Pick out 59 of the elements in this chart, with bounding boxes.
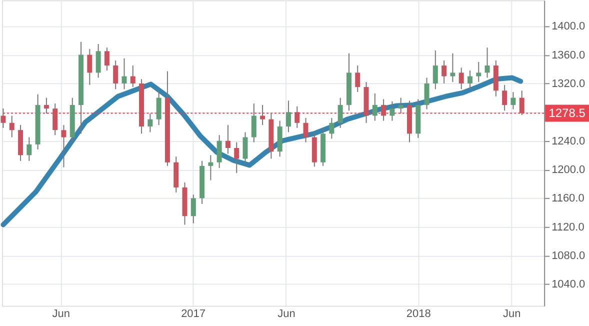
candlestick [251,103,256,143]
y-tick-label: 1320.0 [552,78,586,90]
candlestick [502,84,508,112]
candlestick [216,134,222,169]
x-tick-label: 2018 [406,308,431,320]
candlestick [113,60,118,90]
candlestick [44,97,49,114]
candlestick [122,58,127,90]
y-tick-label: 1240.0 [552,135,586,148]
candlestick [26,136,32,162]
candlestick [9,115,14,138]
candlestick [0,108,6,128]
candlestick [130,65,136,88]
candlestick [467,70,472,90]
candlestick [294,106,300,128]
candlestick [52,103,58,136]
line-series [0,75,524,228]
candlestick [148,113,153,133]
candlestick [260,104,266,126]
candlestick [61,124,66,168]
x-tick-label: Jun [503,308,521,320]
candlestick [458,67,464,90]
candlestick [381,98,386,122]
candlestick [424,77,430,110]
candlestick [432,50,438,90]
y-tick-label: 1080.0 [552,250,586,262]
candlestick [87,48,92,86]
x-tick-label: Jun [52,308,70,320]
candlestick [355,65,360,93]
candlestick [442,60,447,84]
candlestick [303,117,308,143]
candlestick [234,142,240,174]
candlestick [329,117,334,140]
x-tick-label: Jun [278,308,296,320]
candlestick [225,124,230,154]
candlestick [242,132,248,164]
candlestick [190,194,196,224]
candlestick [372,92,378,122]
candlestick [450,52,456,83]
candlestick [484,47,490,78]
candlestick [104,47,110,72]
y-tick-label: 1400.0 [552,20,586,33]
candlestick [510,92,516,110]
y-tick-label: 1160.0 [552,192,584,205]
y-tick-label: 1360.0 [552,49,586,62]
candlestick [208,154,214,181]
x-tick-label: 2017 [181,308,206,320]
candlestick [390,100,395,122]
candlestick [398,97,404,114]
candlestick [476,61,482,83]
candlestick [96,44,101,78]
candlestick [286,100,291,133]
ref-line-label: 1278.5 [548,106,586,120]
candlestick [519,90,524,116]
y-tick-label: 1040.0 [552,278,586,291]
candlestick [156,90,162,126]
y-tick-label: 1200.0 [552,164,586,176]
y-tick-label: 1120.0 [552,221,584,234]
candlestick [338,97,343,128]
